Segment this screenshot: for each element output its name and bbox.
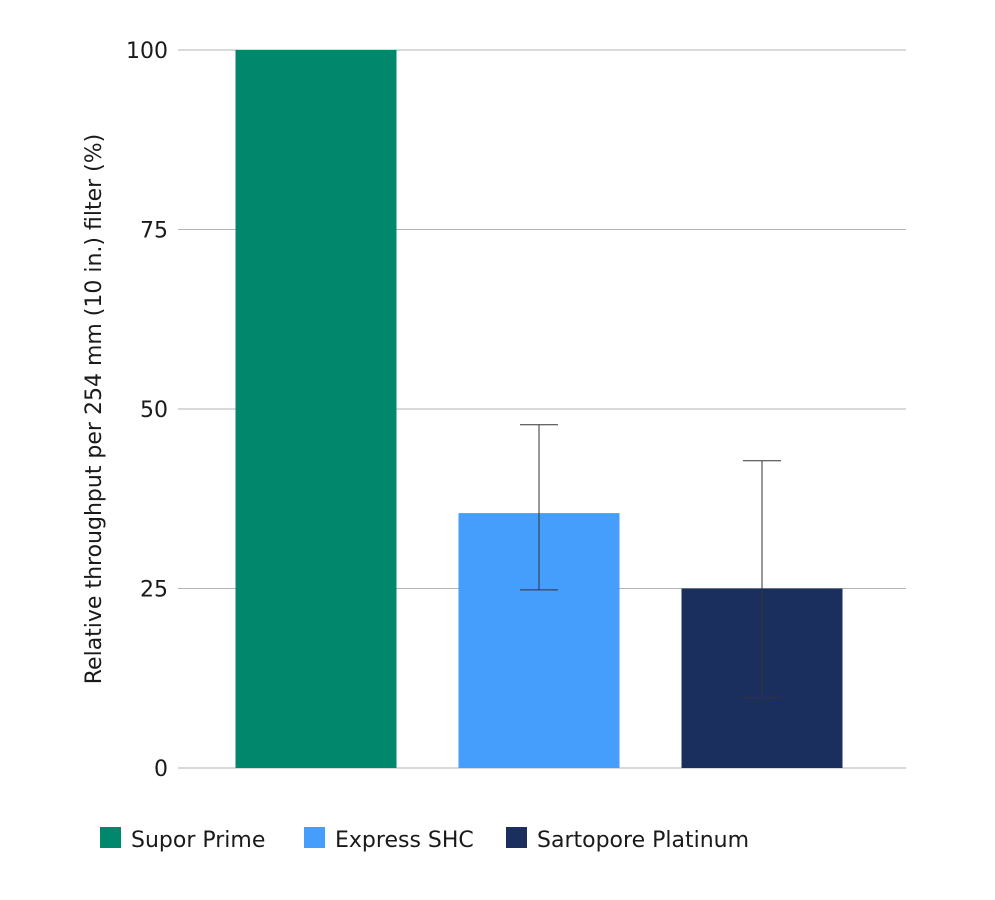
legend-label: Sartopore Platinum <box>537 828 749 853</box>
legend-swatch <box>304 827 325 848</box>
legend-item: Express SHC <box>304 827 474 853</box>
error-bar-express-shc <box>520 424 558 591</box>
y-tick-label: 50 <box>140 398 168 423</box>
legend-item: Sartopore Platinum <box>506 827 749 853</box>
legend-item: Supor Prime <box>100 827 265 853</box>
y-tick-label: 100 <box>126 39 168 64</box>
legend-swatch <box>506 827 527 848</box>
legend-label: Express SHC <box>335 828 474 853</box>
y-axis-ticks: 0 25 50 75 100 <box>126 39 168 782</box>
legend-swatch <box>100 827 121 848</box>
error-bars <box>520 424 781 699</box>
y-axis-title: Relative throughput per 254 mm (10 in.) … <box>82 134 107 685</box>
legend-label: Supor Prime <box>131 828 265 853</box>
error-bar-sartopore-platinum <box>743 460 781 699</box>
legend: Supor Prime Express SHC Sartopore Platinum <box>100 827 749 853</box>
bar-supor-prime <box>235 50 397 768</box>
y-tick-label: 75 <box>140 219 168 244</box>
y-tick-label: 25 <box>140 578 168 603</box>
y-tick-label: 0 <box>154 757 168 782</box>
